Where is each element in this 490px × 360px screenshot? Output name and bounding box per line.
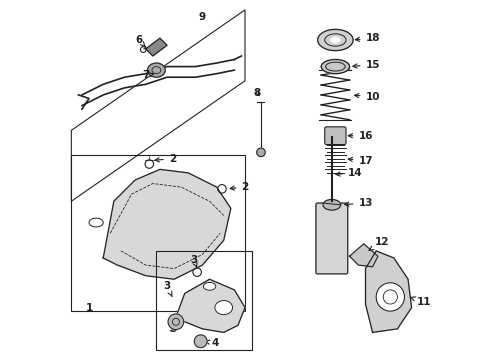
Ellipse shape: [318, 30, 353, 51]
Polygon shape: [366, 251, 412, 332]
FancyBboxPatch shape: [316, 203, 348, 274]
Text: 4: 4: [205, 338, 219, 348]
Text: 2: 2: [155, 154, 176, 164]
Polygon shape: [146, 38, 167, 56]
Text: 8: 8: [254, 88, 261, 98]
Ellipse shape: [203, 283, 216, 290]
Text: 15: 15: [353, 60, 380, 70]
Text: 2: 2: [230, 182, 249, 192]
FancyBboxPatch shape: [325, 127, 346, 145]
Text: 7: 7: [142, 71, 153, 80]
Ellipse shape: [321, 59, 349, 74]
Ellipse shape: [147, 63, 165, 77]
Circle shape: [168, 314, 184, 329]
Text: 3: 3: [190, 255, 197, 267]
Text: 5: 5: [169, 324, 176, 334]
Text: 18: 18: [355, 33, 380, 43]
Circle shape: [195, 335, 207, 348]
Polygon shape: [174, 279, 245, 332]
Polygon shape: [103, 169, 231, 279]
Text: 1: 1: [85, 303, 93, 312]
Text: 6: 6: [135, 35, 145, 46]
Text: 11: 11: [411, 297, 431, 307]
Text: 12: 12: [369, 237, 389, 251]
Ellipse shape: [331, 37, 340, 42]
Ellipse shape: [323, 199, 341, 210]
Polygon shape: [349, 244, 378, 267]
Text: 3: 3: [164, 281, 172, 297]
Ellipse shape: [215, 301, 233, 315]
Circle shape: [376, 283, 405, 311]
Text: 14: 14: [336, 168, 363, 178]
Circle shape: [257, 148, 265, 157]
Text: 17: 17: [348, 156, 373, 166]
Text: 9: 9: [199, 12, 206, 22]
Ellipse shape: [89, 218, 103, 227]
Text: 16: 16: [348, 131, 373, 141]
Text: 10: 10: [355, 92, 380, 102]
Text: 13: 13: [344, 198, 373, 208]
